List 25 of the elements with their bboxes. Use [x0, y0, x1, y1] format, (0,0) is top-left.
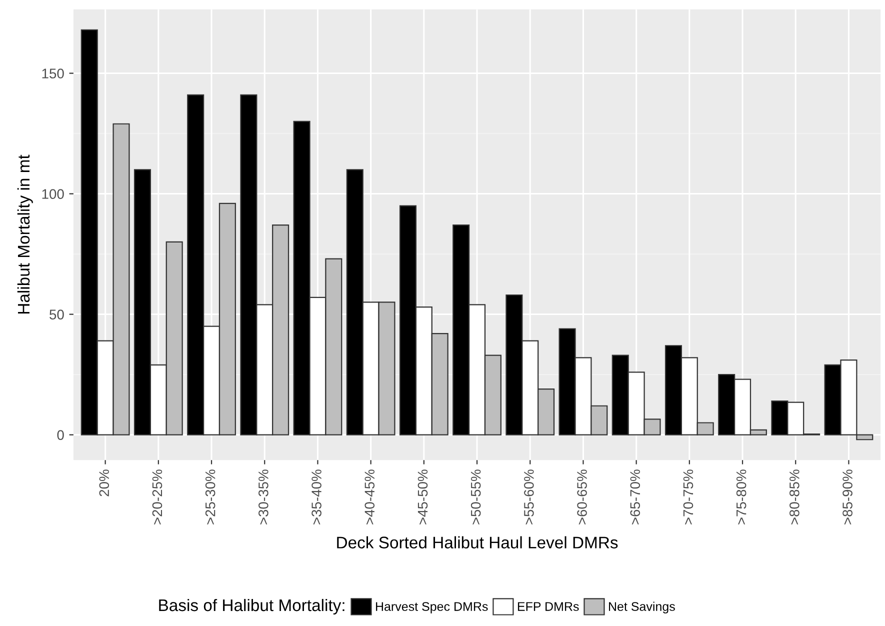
- x-tick-label: >60-65%: [577, 470, 587, 524]
- x-tick-label: >75-80%: [736, 470, 746, 524]
- y-tick-label: 100: [42, 189, 64, 199]
- x-tick-label: >30-35%: [258, 470, 268, 524]
- x-tick-label: >35-40%: [312, 470, 322, 524]
- legend-title: Basis of Halibut Mortality:: [159, 598, 344, 614]
- x-tick-label: >65-70%: [630, 470, 640, 524]
- x-axis-title: Deck Sorted Halibut Haul Level DMRs: [337, 536, 618, 548]
- x-tick-label: >20-25%: [152, 470, 162, 524]
- legend-label: EFP DMRs: [518, 602, 579, 611]
- x-tick-label: >70-75%: [683, 470, 694, 524]
- legend-label: Harvest Spec DMRs: [376, 602, 488, 614]
- x-tick-label: 20%: [99, 470, 110, 496]
- x-tick-label: >25-30%: [205, 470, 216, 524]
- x-tick-label: >85-90%: [842, 470, 852, 524]
- y-axis-title: Halibut Mortality in mt: [17, 154, 33, 314]
- x-tick-label: >55-60%: [524, 470, 534, 524]
- y-tick-label: 0: [57, 430, 64, 440]
- x-tick-label: >45-50%: [418, 470, 428, 524]
- y-tick-label: 50: [50, 310, 64, 320]
- x-tick-label: >40-45%: [364, 470, 375, 524]
- x-tick-label: >80-85%: [790, 470, 800, 524]
- y-tick-label: 150: [42, 68, 64, 78]
- legend-label: Net Savings: [609, 602, 675, 614]
- x-tick-label: >50-55%: [470, 470, 481, 524]
